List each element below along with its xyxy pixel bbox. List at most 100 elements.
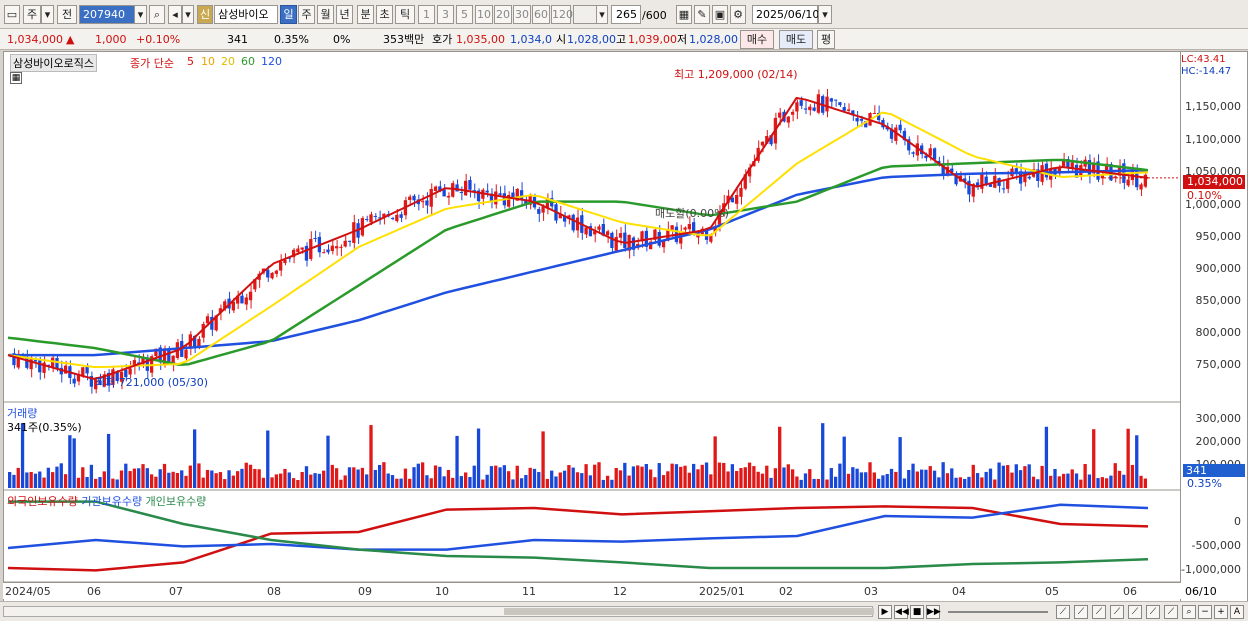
stock-code-input[interactable]: 207940	[79, 5, 135, 24]
window-icon[interactable]: ▭	[4, 5, 20, 24]
interval-60[interactable]: 60	[532, 5, 550, 24]
volume-bar	[317, 473, 322, 488]
text-icon[interactable]: A	[1230, 605, 1244, 619]
interval-10[interactable]: 10	[475, 5, 493, 24]
ma60-line	[7, 158, 1149, 366]
candle	[932, 148, 937, 160]
candle	[1126, 179, 1130, 186]
search-icon[interactable]: ⌕	[149, 5, 165, 24]
scrollbar-track[interactable]	[3, 606, 874, 617]
market-select[interactable]: 주	[23, 5, 41, 24]
candle	[902, 130, 907, 141]
save-icon[interactable]: ▣	[712, 5, 728, 24]
tool-icon[interactable]: ⟋	[1146, 605, 1160, 619]
volume-bar	[16, 467, 20, 488]
x-tick: 06	[1123, 585, 1137, 598]
forward-icon[interactable]: ▶▶	[926, 605, 941, 619]
stop-icon[interactable]: ■	[910, 605, 924, 619]
eval-button[interactable]: 평	[817, 30, 835, 49]
minus-icon[interactable]: −	[1198, 605, 1212, 619]
volume-bar	[648, 469, 653, 488]
candle	[790, 111, 795, 115]
gear-icon[interactable]: ⚙	[730, 5, 746, 24]
interval-5[interactable]: 5	[456, 5, 473, 24]
y-tick: 1,000,000	[1185, 198, 1241, 211]
grid-icon[interactable]: ▦	[676, 5, 692, 24]
volume-bar	[167, 472, 171, 488]
table-icon[interactable]: ▦	[10, 72, 22, 84]
volume-bar	[1130, 464, 1135, 488]
interval-30[interactable]: 30	[513, 5, 531, 24]
volume-bar	[210, 470, 214, 488]
volume-bar	[1135, 435, 1139, 488]
tab-day[interactable]: 일	[280, 5, 297, 24]
candle	[76, 375, 81, 382]
interval-3[interactable]: 3	[437, 5, 454, 24]
new-badge[interactable]: 신	[197, 5, 213, 24]
tab-week[interactable]: 주	[298, 5, 315, 24]
draw-icon[interactable]: ✎	[694, 5, 710, 24]
scrollbar-thumb[interactable]	[504, 608, 874, 615]
market-dropdown-icon[interactable]: ▾	[41, 5, 54, 24]
foreign-holding-line	[7, 505, 1149, 572]
volume-bar	[377, 464, 382, 488]
chart-area[interactable]: 삼성바이오로직스 종가 단순 5 10 20 60 120 ▦ 최고 1,209…	[3, 51, 1181, 603]
volume-bar	[717, 462, 722, 488]
buy-button[interactable]: 매수	[740, 30, 774, 49]
interval-20[interactable]: 20	[494, 5, 512, 24]
volume-bar	[1104, 478, 1109, 488]
volume-bar	[46, 467, 51, 488]
candle	[1036, 169, 1040, 182]
volume-bar	[326, 435, 330, 488]
volume-bar	[846, 473, 851, 488]
zoom-icon[interactable]: ⌕	[1182, 605, 1196, 619]
tool-icon[interactable]: ⟋	[1056, 605, 1070, 619]
interval-dropdown-icon[interactable]: ▾	[596, 5, 608, 24]
volume-bar	[507, 471, 511, 488]
volume-bar	[464, 472, 468, 488]
tab-second[interactable]: 초	[376, 5, 393, 24]
speaker-icon[interactable]: ◂	[168, 5, 182, 24]
candle	[670, 225, 674, 230]
tab-year[interactable]: 년	[336, 5, 353, 24]
rewind-icon[interactable]: ◀◀	[894, 605, 909, 619]
volume-bar	[1018, 470, 1023, 488]
volume-bar	[494, 465, 498, 488]
play-icon[interactable]: ▶	[878, 605, 892, 619]
interval-custom-field[interactable]	[573, 5, 597, 24]
candle	[1057, 166, 1061, 174]
code-dropdown-icon[interactable]: ▾	[134, 5, 147, 24]
tab-minute[interactable]: 분	[357, 5, 374, 24]
volume-bar	[1087, 474, 1092, 488]
sell-button[interactable]: 매도	[779, 30, 813, 49]
volume-bar	[859, 472, 864, 488]
tool-icon[interactable]: ⟋	[1074, 605, 1088, 619]
prev-button[interactable]: 전	[57, 5, 77, 24]
volume-bar	[287, 472, 291, 488]
candle	[489, 193, 494, 203]
volume-bar	[722, 462, 726, 488]
tab-month[interactable]: 월	[317, 5, 334, 24]
tab-tick[interactable]: 틱	[395, 5, 415, 24]
volume-bar	[309, 474, 313, 488]
stock-name-field: 삼성바이오	[214, 5, 278, 24]
count-input[interactable]: 265	[611, 5, 641, 24]
volume-bar	[1066, 473, 1070, 488]
calendar-icon[interactable]: ▾	[818, 5, 832, 24]
plus-icon[interactable]: +	[1214, 605, 1228, 619]
high-annotation: 최고 1,209,000 (02/14)	[674, 68, 798, 81]
tool-icon[interactable]: ⟋	[1164, 605, 1178, 619]
interval-120[interactable]: 120	[551, 5, 573, 24]
volume-pane-title: 거래량	[7, 407, 38, 420]
volume-bar	[330, 464, 334, 488]
tool-icon[interactable]: ⟋	[1128, 605, 1142, 619]
candle	[984, 176, 988, 185]
tool-icon[interactable]: ⟋	[1110, 605, 1124, 619]
date-input[interactable]: 2025/06/10	[752, 5, 819, 24]
volume-bar	[343, 475, 347, 488]
candle	[291, 249, 296, 258]
zoom-slider[interactable]	[948, 611, 1048, 613]
speaker-dropdown-icon[interactable]: ▾	[182, 5, 194, 24]
tool-icon[interactable]: ⟋	[1092, 605, 1106, 619]
interval-1[interactable]: 1	[418, 5, 435, 24]
